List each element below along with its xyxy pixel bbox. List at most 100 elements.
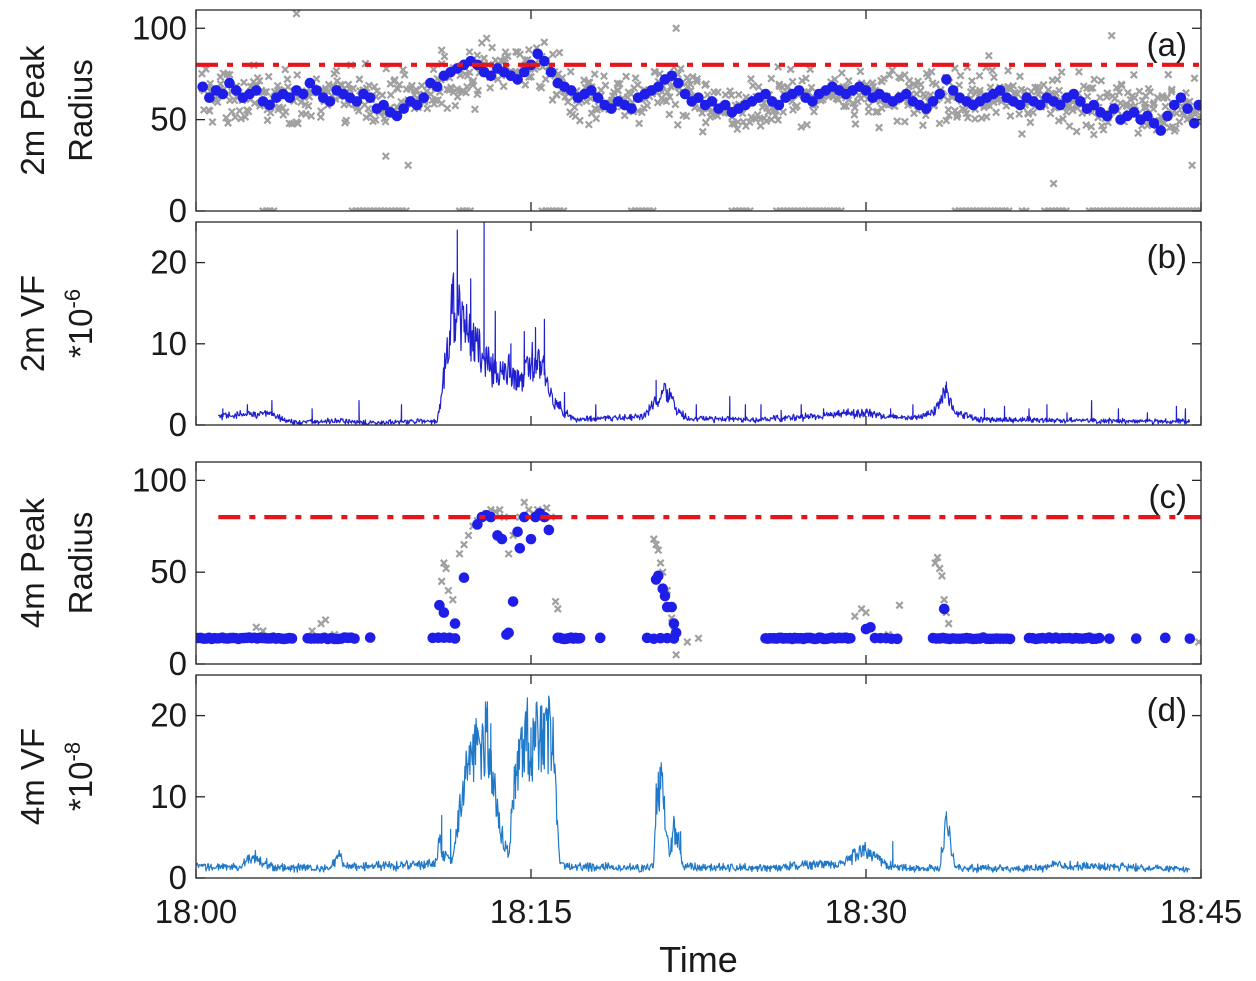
scatter-dot-point xyxy=(1055,99,1066,111)
y-tick-label: 10 xyxy=(150,778,187,815)
scatter-x-point xyxy=(988,66,997,75)
scatter-x-point xyxy=(613,79,622,88)
scatter-x-point xyxy=(241,113,250,122)
plot-frame xyxy=(195,674,1202,879)
scatter-x-point xyxy=(287,119,296,128)
scatter-x-point xyxy=(205,106,214,115)
scatter-x-point xyxy=(252,623,261,632)
scatter-dot-point xyxy=(606,103,617,114)
scatter-x-point xyxy=(1096,93,1105,102)
scatter-dot-point xyxy=(673,77,684,89)
scatter-dot-point xyxy=(900,88,912,100)
panel-label: (d) xyxy=(1147,691,1187,728)
scatter-x-point xyxy=(455,549,464,558)
scatter-dot-point xyxy=(217,88,229,100)
scatter-dot-point xyxy=(860,85,872,96)
scatter-x-point xyxy=(982,112,991,121)
scatter-x-point xyxy=(745,118,754,127)
scatter-dot-point xyxy=(1168,99,1180,111)
scatter-x-point xyxy=(601,81,610,90)
scatter-dot-point xyxy=(1193,99,1201,111)
scatter-x-point xyxy=(967,77,976,85)
scatter-dot-point xyxy=(250,85,262,96)
scatter-dot-point xyxy=(653,570,664,582)
scatter-dot-point xyxy=(891,633,903,645)
scatter-x-point xyxy=(551,597,560,606)
scatter-dot-point xyxy=(204,92,215,104)
scatter-x-point xyxy=(1175,117,1184,126)
scatter-x-point xyxy=(806,65,815,74)
plot-area-d xyxy=(196,695,1191,874)
scatter-dot-point xyxy=(519,66,530,78)
scatter-dot-point xyxy=(378,99,389,111)
scatter-x-point xyxy=(503,52,512,61)
scatter-x-point xyxy=(1072,127,1081,136)
y-tick-label: 50 xyxy=(150,101,187,138)
scatter-x-point xyxy=(553,604,562,613)
scatter-x-point xyxy=(1099,125,1108,134)
scatter-x-point xyxy=(442,564,451,573)
scatter-x-point xyxy=(537,83,546,92)
scatter-dot-point xyxy=(947,85,959,96)
scatter-x-point xyxy=(1107,31,1116,40)
scatter-dot-point xyxy=(1142,110,1153,122)
scatter-x-point xyxy=(807,83,816,92)
scatter-dot-point xyxy=(525,533,537,545)
scatter-x-point xyxy=(1015,72,1024,81)
scatter-x-point xyxy=(293,119,302,128)
scatter-x-point xyxy=(1082,121,1091,130)
scatter-x-point xyxy=(477,38,486,47)
scatter-x-point xyxy=(940,595,949,604)
scatter-x-point xyxy=(1167,85,1176,94)
panel-label: (a) xyxy=(1147,26,1187,63)
scatter-x-point xyxy=(801,74,810,83)
plot-area-c xyxy=(196,498,1201,659)
scatter-x-point xyxy=(284,82,292,91)
scatter-dot-point xyxy=(485,511,497,523)
scatter-x-point xyxy=(921,92,930,101)
scatter-x-point xyxy=(1053,75,1062,84)
scatter-x-point xyxy=(916,80,925,89)
scatter-x-point xyxy=(793,101,802,110)
scatter-x-point xyxy=(1029,108,1038,117)
scatter-x-point xyxy=(1002,101,1011,110)
scatter-x-point xyxy=(1088,83,1097,92)
scatter-x-point xyxy=(224,119,233,127)
scatter-x-point xyxy=(1017,129,1026,138)
y-axis-label-exponent: -6 xyxy=(60,289,85,309)
scatter-x-point xyxy=(862,608,870,617)
scatter-x-point xyxy=(474,86,482,95)
chart-panel-d: 0 10 20 (d) 4m VF *10-8 18:00 18:15 18:30 18:45 Ti… xyxy=(14,674,1242,980)
scatter-x-point xyxy=(466,207,475,211)
scatter-x-point xyxy=(399,65,408,74)
scatter-dot-point xyxy=(458,572,470,583)
series-line xyxy=(196,695,1191,874)
scatter-x-point xyxy=(975,71,984,80)
scatter-dot-point xyxy=(1175,92,1187,104)
y-axis-label: 2m VF xyxy=(14,275,51,372)
scatter-dot-point xyxy=(411,99,423,111)
scatter-x-point xyxy=(1163,93,1172,102)
scatter-x-point xyxy=(239,78,248,87)
scatter-x-point xyxy=(1115,88,1124,97)
scatter-x-point xyxy=(206,79,215,88)
scatter-x-point xyxy=(788,77,797,86)
scatter-x-point xyxy=(615,79,624,88)
scatter-x-point xyxy=(292,10,301,18)
scatter-x-point xyxy=(213,98,222,107)
scatter-dot-point xyxy=(1075,96,1086,107)
chart-panel-a: 0 50 100 (a) 2m Peak Radius xyxy=(14,9,1202,229)
scatter-dot-point xyxy=(807,96,818,107)
scatter-x-point xyxy=(469,76,478,85)
scatter-x-point xyxy=(643,101,652,110)
scatter-dot-point xyxy=(449,633,461,644)
y-axis-label-exponent: -8 xyxy=(60,742,85,762)
scatter-x-point xyxy=(1054,116,1063,125)
scatter-dot-point xyxy=(659,590,671,602)
scatter-x-point xyxy=(380,114,389,123)
scatter-x-point xyxy=(850,612,859,621)
scatter-x-point xyxy=(235,106,244,115)
scatter-dot-point xyxy=(1128,107,1140,118)
scatter-x-point xyxy=(851,119,860,128)
